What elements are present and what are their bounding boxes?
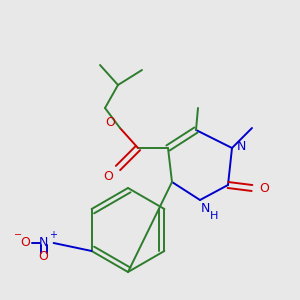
Text: O: O xyxy=(39,250,49,263)
Text: N: N xyxy=(200,202,210,214)
Text: O: O xyxy=(105,116,115,130)
Text: O: O xyxy=(103,169,113,182)
Text: N: N xyxy=(236,140,246,152)
Text: O: O xyxy=(21,236,31,250)
Text: H: H xyxy=(210,211,218,221)
Text: N: N xyxy=(39,236,48,250)
Text: +: + xyxy=(49,230,57,240)
Text: −: − xyxy=(14,230,22,240)
Text: O: O xyxy=(259,182,269,194)
